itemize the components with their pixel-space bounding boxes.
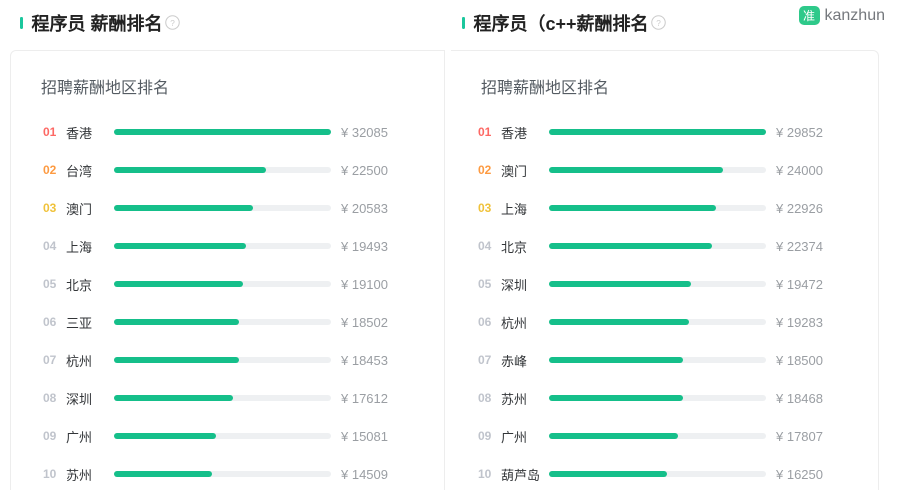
svg-text:?: ? — [170, 19, 175, 28]
svg-text:?: ? — [656, 19, 661, 28]
